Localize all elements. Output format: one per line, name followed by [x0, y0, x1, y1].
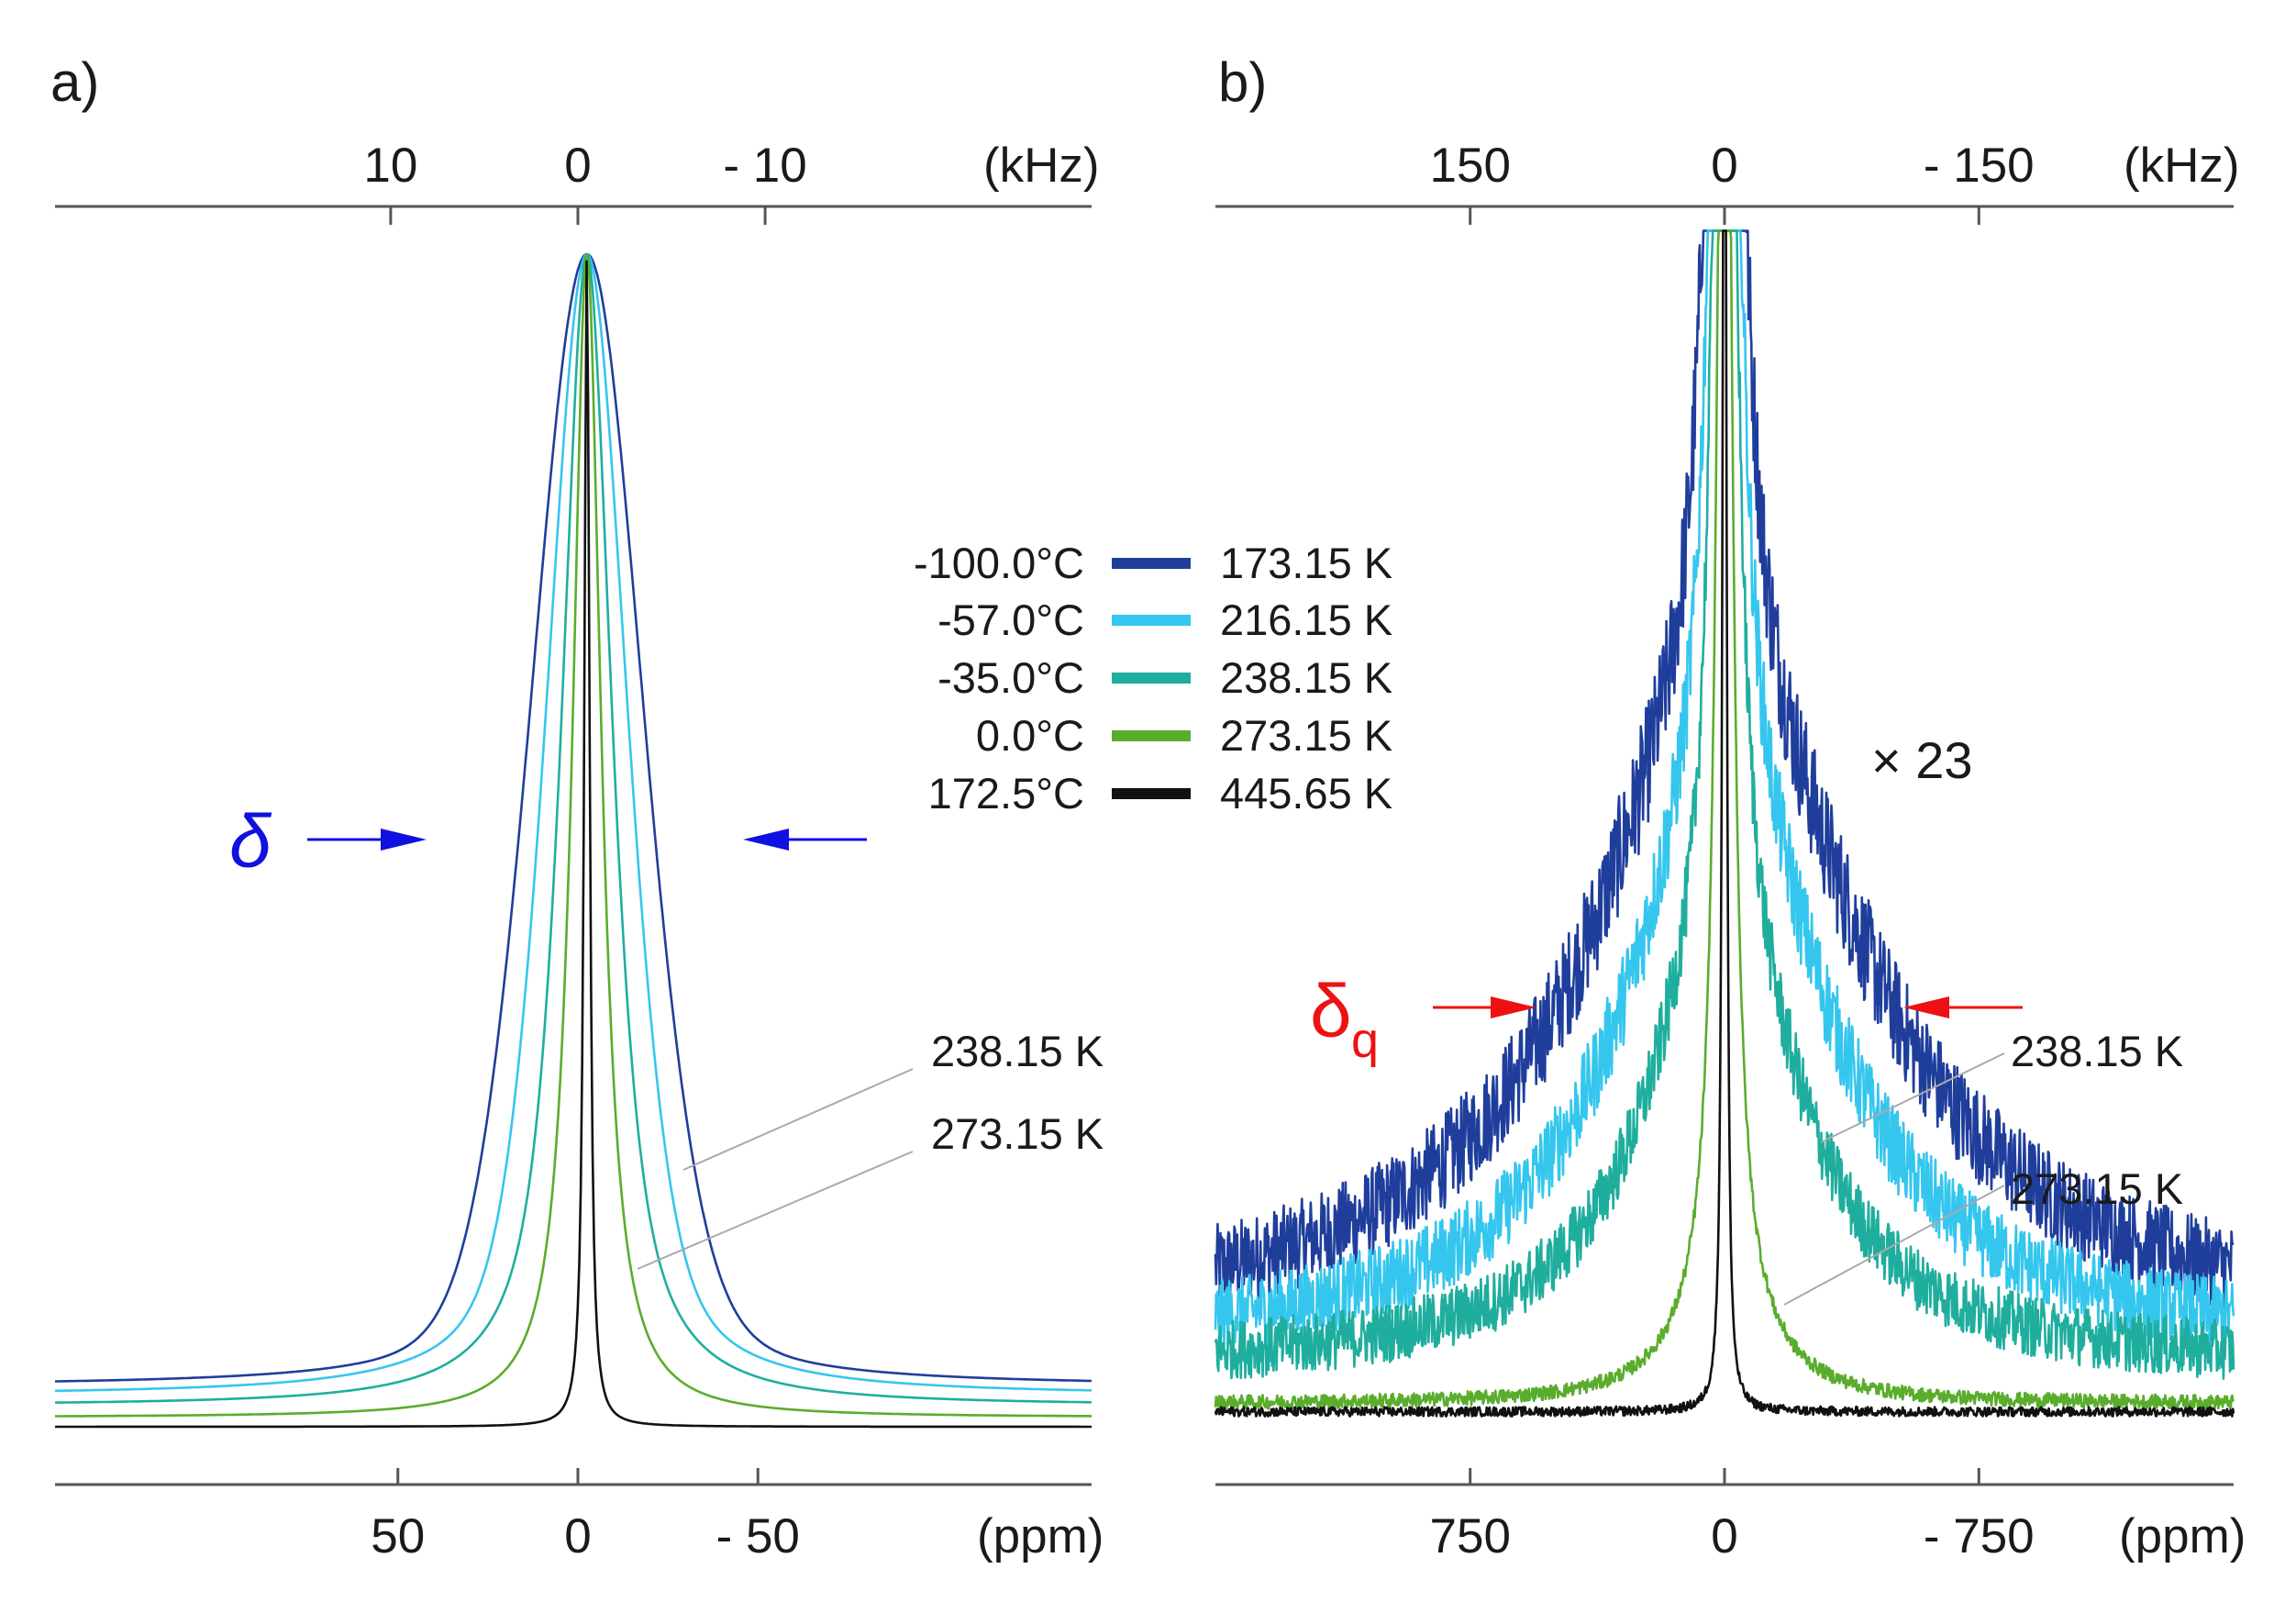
panel-b-top-tick-label-1: 0 [1711, 139, 1737, 193]
panel-a-top-tick-label-2: - 10 [723, 139, 806, 193]
panel-a-left-arrow-head [381, 829, 427, 851]
panel-a-ppm-unit: (ppm) [977, 1509, 1104, 1563]
panel-b-ppm-unit: (ppm) [2119, 1509, 2246, 1563]
panel-a-leader-2 [637, 1151, 914, 1270]
legend-kelvin-4: 445.65 K [1220, 769, 1392, 818]
panel-a-series-23815 [55, 252, 1092, 1404]
panel-b-annot-273: 273.15 K [2011, 1164, 2183, 1213]
panel-a: a) 10 0 - 10 50 0 - 50 (kHz) (ppm) -100.0°C … [50, 51, 1392, 1563]
panel-b-bottom-tick-label-0: 750 [1430, 1509, 1511, 1563]
legend-celsius-1: -57.0°C [937, 595, 1084, 644]
legend: -100.0°C 173.15 K -57.0°C 216.15 K -35.0… [914, 539, 1392, 818]
panel-b-top-tick-label-2: - 150 [1924, 139, 2035, 193]
panel-a-annot-273: 273.15 K [931, 1109, 1104, 1158]
panel-b-scale-factor: × 23 [1871, 731, 1973, 789]
panel-a-khz-unit: (kHz) [983, 139, 1100, 193]
panel-a-top-tick-label-0: 10 [363, 139, 417, 193]
panel-a-annot-238: 238.15 K [931, 1027, 1104, 1075]
panel-b-width-arrows [1433, 996, 2023, 1018]
panel-a-label: a) [50, 51, 99, 113]
panel-a-bottom-tick-label-2: - 50 [716, 1509, 800, 1563]
panel-a-top-tick-label-1: 0 [564, 139, 591, 193]
panel-a-curves [54, 252, 1093, 1429]
panel-b-khz-unit: (kHz) [2124, 139, 2240, 193]
panel-b-bottom-tick-label-2: - 750 [1924, 1509, 2035, 1563]
panel-a-leader-1 [682, 1068, 914, 1171]
panel-a-right-arrow-head [743, 829, 789, 851]
panel-a-series-27315 [55, 253, 1092, 1418]
panel-b-leader-1 [1820, 1052, 2005, 1143]
panel-a-top-ticks: 10 0 - 10 [363, 139, 807, 225]
panel-a-series-17315 [55, 252, 1092, 1383]
legend-kelvin-0: 173.15 K [1220, 539, 1392, 587]
panel-b-annot-238: 238.15 K [2011, 1027, 2183, 1075]
legend-kelvin-2: 238.15 K [1220, 653, 1392, 702]
panel-a-delta-symbol: δ [229, 800, 272, 884]
panel-b-top-tick-label-0: 150 [1430, 139, 1511, 193]
legend-celsius-0: -100.0°C [914, 539, 1084, 587]
panel-b-delta-symbol: δ [1310, 970, 1352, 1053]
panel-b-delta-subscript: q [1351, 1013, 1379, 1068]
panel-a-width-arrows [307, 829, 867, 851]
panel-b-bottom-ticks: 750 0 - 750 [1430, 1468, 2035, 1563]
panel-a-bottom-tick-label-0: 50 [371, 1509, 425, 1563]
legend-celsius-4: 172.5°C [928, 769, 1084, 818]
panel-b-right-arrow-head [1903, 996, 1949, 1018]
panel-b-leader-2 [1783, 1185, 2005, 1306]
legend-kelvin-1: 216.15 K [1220, 595, 1392, 644]
panel-a-bottom-ticks: 50 0 - 50 [371, 1468, 800, 1563]
legend-celsius-3: 0.0°C [976, 711, 1084, 760]
legend-kelvin-3: 273.15 K [1220, 711, 1392, 760]
panel-b-label: b) [1218, 51, 1267, 113]
panel-b-series-44565 [1214, 229, 2235, 1418]
legend-celsius-2: -35.0°C [937, 653, 1084, 702]
panel-a-series-21615 [54, 252, 1093, 1393]
panel-b-top-ticks: 150 0 - 150 [1430, 139, 2035, 225]
panel-a-bottom-tick-label-1: 0 [564, 1509, 591, 1563]
panel-b-bottom-tick-label-1: 0 [1711, 1509, 1737, 1563]
panel-b-curves [1214, 229, 2235, 1418]
panel-b: b) 150 0- 150 750 0- 750 (kHz) (ppm) × 23 … [1214, 51, 2246, 1563]
panel-b-left-arrow-head [1491, 996, 1536, 1018]
panel-a-series-44565 [55, 260, 1092, 1429]
